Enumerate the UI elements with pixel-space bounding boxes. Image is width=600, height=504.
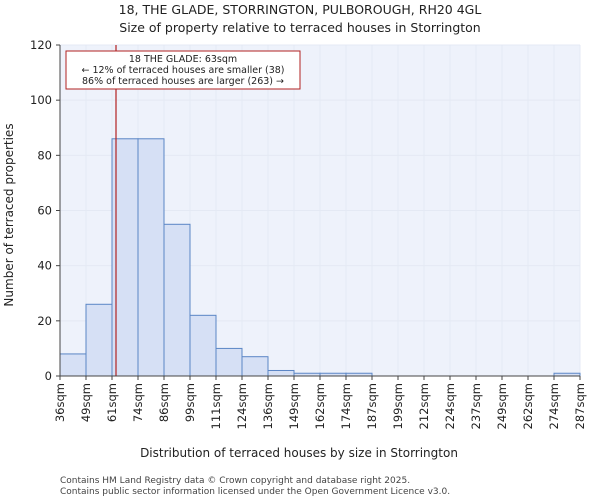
y-tick-labels: 0 20 40 60 80 100 120 <box>30 38 60 383</box>
y-tick-label: 100 <box>30 93 52 107</box>
x-tick-label: 111sqm <box>209 383 223 429</box>
annotation-line-3: 86% of terraced houses are larger (263) … <box>82 76 284 87</box>
y-tick-label: 120 <box>30 38 52 52</box>
footer-line-2: Contains public sector information licen… <box>60 487 450 497</box>
bar <box>241 356 269 377</box>
footer-line-1: Contains HM Land Registry data © Crown c… <box>60 476 410 486</box>
x-tick-label: 262sqm <box>521 383 535 429</box>
x-tick-label: 99sqm <box>183 383 197 422</box>
y-tick-label: 0 <box>45 369 52 383</box>
x-axis-label: Distribution of terraced houses by size … <box>140 446 458 460</box>
x-tick-label: 274sqm <box>547 383 561 429</box>
y-tick-label: 60 <box>37 204 52 218</box>
annotation-line-2: ← 12% of terraced houses are smaller (38… <box>81 65 284 76</box>
chart-subtitle: Size of property relative to terraced ho… <box>119 20 480 35</box>
x-tick-label: 174sqm <box>339 383 353 429</box>
x-tick-label: 224sqm <box>443 383 457 429</box>
x-tick-label: 287sqm <box>573 383 587 429</box>
x-tick-label: 249sqm <box>495 383 509 429</box>
x-tick-label: 187sqm <box>365 383 379 429</box>
x-tick-label: 199sqm <box>391 383 405 429</box>
x-tick-label: 74sqm <box>131 383 145 422</box>
x-tick-label: 212sqm <box>417 383 431 429</box>
bar <box>267 369 295 377</box>
y-tick-label: 20 <box>37 314 52 328</box>
x-tick-label: 61sqm <box>105 383 119 422</box>
x-tick-label: 136sqm <box>261 383 275 429</box>
y-tick-label: 40 <box>37 259 52 273</box>
bar <box>215 347 243 377</box>
bar <box>137 138 165 377</box>
x-tick-label: 237sqm <box>469 383 483 429</box>
x-tick-label: 36sqm <box>53 383 67 422</box>
bar <box>163 223 191 377</box>
x-tick-label: 49sqm <box>79 383 93 422</box>
bar <box>85 303 113 377</box>
annotation-line-1: 18 THE GLADE: 63sqm <box>129 54 237 65</box>
y-axis-label: Number of terraced properties <box>2 123 16 306</box>
annotation-box: 18 THE GLADE: 63sqm ← 12% of terraced ho… <box>65 50 301 90</box>
annotation-border <box>65 50 301 90</box>
x-tick-label: 149sqm <box>287 383 301 429</box>
x-tick-label: 162sqm <box>313 383 327 429</box>
bar <box>59 353 87 377</box>
bar <box>189 314 217 377</box>
chart-title: 18, THE GLADE, STORRINGTON, PULBOROUGH, … <box>119 2 482 17</box>
x-tick-labels: 36sqm 49sqm 61sqm 74sqm 86sqm 99sqm 111sqm 124s… <box>53 376 587 429</box>
x-tick-label: 124sqm <box>235 383 249 429</box>
y-tick-label: 80 <box>37 148 52 162</box>
x-tick-label: 86sqm <box>157 383 171 422</box>
